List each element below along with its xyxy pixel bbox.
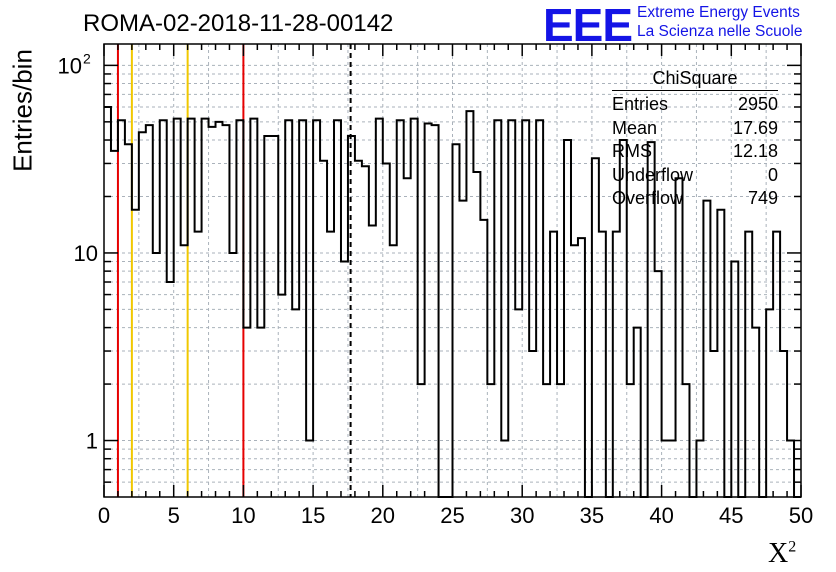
x-tick-label: 30 <box>510 503 534 528</box>
stats-row-mean: Mean 17.69 <box>612 117 778 141</box>
x-tick-label: 5 <box>168 503 180 528</box>
logo-caption-line2: La Scienza nelle Scuole <box>637 23 803 40</box>
stats-value: 17.69 <box>732 117 778 138</box>
y-tick-label-exponent: 2 <box>83 50 91 66</box>
x-tick-label: 45 <box>719 503 743 528</box>
x-tick-label: 50 <box>789 503 813 528</box>
x-axis-label-base: X <box>768 538 789 569</box>
y-tick-label: 10 <box>74 241 98 266</box>
x-tick-label: 20 <box>371 503 395 528</box>
stats-label: RMS <box>612 141 652 161</box>
x-tick-label: 25 <box>440 503 464 528</box>
stats-title: ChiSquare <box>612 68 778 91</box>
x-tick-label: 10 <box>231 503 255 528</box>
x-tick-label: 15 <box>301 503 325 528</box>
stats-label: Overflow <box>612 188 684 208</box>
stats-row-overflow: Overflow 749 <box>612 187 778 211</box>
y-tick-label: 1 <box>86 429 98 454</box>
stats-row-rms: RMS 12.18 <box>612 140 778 164</box>
stats-value: 749 <box>747 188 778 208</box>
x-tick-label: 35 <box>580 503 604 528</box>
y-axis-label: Entries/bin <box>7 49 38 172</box>
reference-lines <box>116 44 352 497</box>
stats-label: Entries <box>612 94 669 114</box>
stats-row-entries: Entries 2950 <box>612 93 778 117</box>
stats-value: 12.18 <box>732 141 778 161</box>
histogram-outline <box>104 105 801 498</box>
x-axis-label-exponent: 2 <box>788 538 797 556</box>
axis-ticks <box>103 44 802 497</box>
logo-caption-line1: Extreme Energy Events <box>637 4 800 21</box>
stats-row-underflow: Underflow 0 <box>612 164 778 188</box>
stats-value: 0 <box>767 164 778 185</box>
x-tick-label: 0 <box>98 503 110 528</box>
stats-value: 2950 <box>737 94 778 114</box>
y-tick-label: 10 <box>58 53 82 78</box>
run-title: ROMA-02-2018-11-28-00142 <box>83 10 394 37</box>
stats-label: Mean <box>612 117 658 138</box>
stats-label: Underflow <box>612 164 694 185</box>
stats-box: ChiSquare Entries 2950 Mean 17.69 RMS 12.18… <box>612 68 778 211</box>
eee-logo: EEE <box>543 0 633 51</box>
x-tick-label: 40 <box>649 503 673 528</box>
x-axis-label: X2 <box>768 538 796 570</box>
logo-caption: Extreme Energy Events La Scienza nelle S… <box>637 3 802 41</box>
